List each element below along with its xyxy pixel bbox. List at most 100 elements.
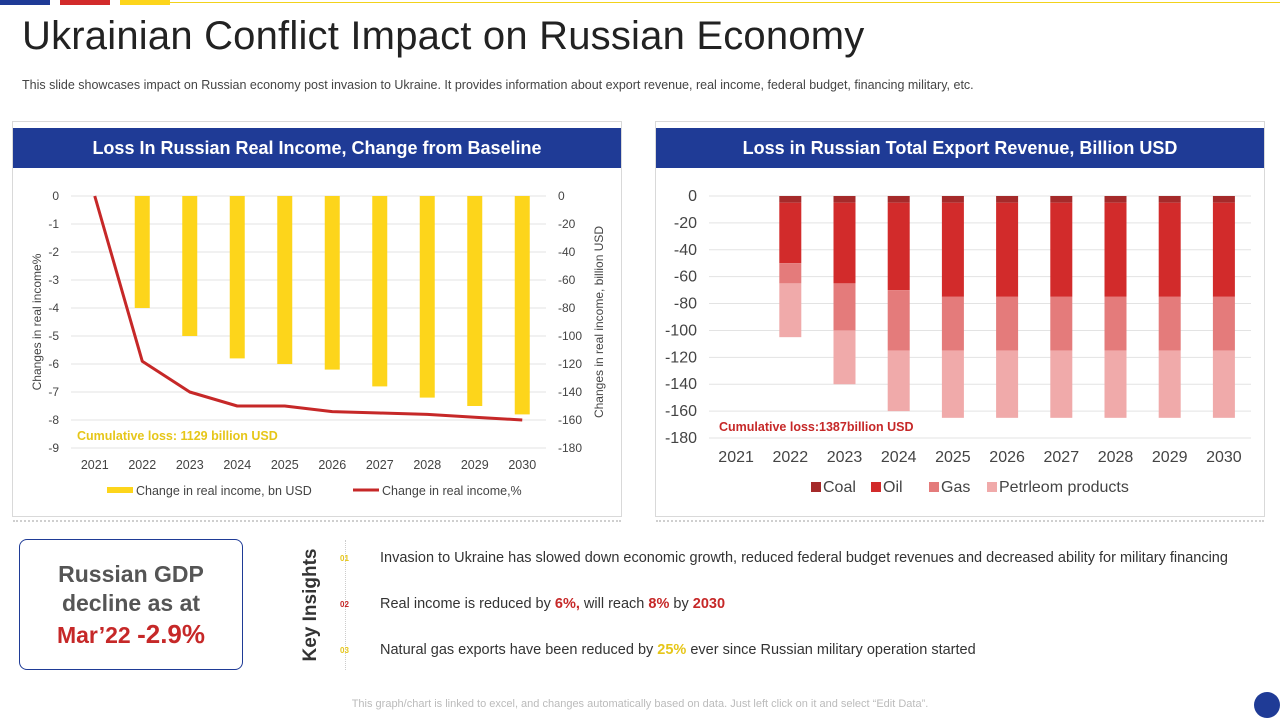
legend-label: Petrleom products [999, 479, 1129, 496]
export-revenue-chart: 0 -20 -40 -60 -80 -100 -120 -140 -160 -180 2021 202… [665, 188, 1251, 496]
bar [514, 196, 530, 415]
insight-text-part: will reach [579, 596, 649, 612]
panel-divider [656, 518, 1264, 522]
accent-yellow [120, 0, 170, 5]
legend-swatch [811, 482, 821, 492]
insight-text-part: by [669, 596, 693, 612]
bar-segment [941, 296, 964, 351]
bar-segment [996, 296, 1019, 351]
gdp-line2: decline as at [61, 590, 201, 616]
insight-highlight: 6%, [554, 596, 580, 612]
bar-segment [833, 330, 856, 385]
bar-segment [1158, 196, 1181, 203]
real-income-chart-panel[interactable]: Loss In Russian Real Income, Change from… [12, 121, 622, 522]
y-tick-label: -160 [665, 403, 697, 420]
bar-segment [1158, 296, 1181, 351]
y-right-tick-label: -80 [558, 301, 576, 315]
corner-circle [1254, 692, 1280, 718]
key-insights-text: Key Insights [300, 548, 321, 662]
export-revenue-chart-panel[interactable]: Loss in Russian Total Export Revenue, Bi… [655, 121, 1265, 522]
y-tick-label: -60 [674, 269, 697, 286]
gdp-decline-box: Russian GDP decline as at Mar’22 -2.9% [19, 539, 243, 670]
x-tick-label: 2027 [1044, 449, 1080, 466]
x-tick-label: 2023 [176, 458, 204, 472]
y-tick-label: -140 [665, 376, 697, 393]
legend-label: Oil [883, 479, 903, 496]
x-tick-label: 2029 [1152, 449, 1188, 466]
bar [419, 196, 435, 398]
insight-number: 02 [340, 600, 349, 609]
bar-segment [996, 202, 1019, 297]
bar-segment [1104, 350, 1127, 418]
y-right-tick-label: -60 [558, 273, 576, 287]
bar-segment [1212, 350, 1235, 418]
y-tick-label: -120 [665, 349, 697, 366]
y-tick-label: -5 [48, 329, 59, 343]
bar-segment [887, 290, 910, 351]
export-revenue-chart-title: Loss in Russian Total Export Revenue, Bi… [656, 128, 1264, 168]
insight-highlight: 2030 [692, 596, 726, 612]
x-tick-label: 2021 [81, 458, 109, 472]
bar-segment [833, 283, 856, 331]
insight-text: Invasion to Ukraine has slowed down econ… [380, 550, 1228, 566]
y-tick-label: -9 [48, 441, 59, 455]
x-tick-label: 2028 [1098, 449, 1134, 466]
bar-segment [779, 263, 802, 284]
y-right-tick-label: -140 [558, 385, 582, 399]
y-tick-label: -40 [674, 242, 697, 259]
insight-text-part: ever since Russian military operation st… [686, 642, 976, 658]
bar-segment [887, 350, 910, 412]
series-line [93, 195, 523, 422]
bar-segment [1212, 296, 1235, 351]
real-income-chart: 0 -1 -2 -3 -4 -5 -6 -7 -8 -9 0 -20 -40 -60 -80 -100 -120… [30, 189, 606, 498]
y-right-tick-label: 0 [558, 189, 565, 203]
bar [277, 196, 293, 364]
y-tick-label: -3 [48, 273, 59, 287]
bar-segment [1158, 202, 1181, 297]
y-tick-label: -2 [48, 245, 59, 259]
bar [182, 196, 198, 336]
bar-segment [833, 202, 856, 284]
insight-number: 01 [340, 554, 349, 563]
bar [467, 196, 483, 406]
y-tick-label: -4 [48, 301, 59, 315]
x-tick-label: 2025 [271, 458, 299, 472]
top-accent-bar [0, 0, 1280, 6]
gdp-value: -2.9% [137, 619, 206, 649]
bar-segment [833, 196, 856, 203]
real-income-chart-title: Loss In Russian Real Income, Change from… [13, 128, 621, 168]
bar-segment [1212, 196, 1235, 203]
x-tick-label: 2029 [461, 458, 489, 472]
bar-segment [1050, 196, 1073, 203]
bar [134, 196, 150, 308]
gdp-line1: Russian GDP [58, 561, 204, 587]
x-tick-label: 2026 [318, 458, 346, 472]
y-tick-label: -180 [665, 430, 697, 447]
x-tick-label: 2030 [508, 458, 536, 472]
insight-highlight: 8% [648, 596, 670, 612]
x-tick-label: 2026 [989, 449, 1025, 466]
bar-segment [1050, 202, 1073, 297]
y-right-tick-label: -180 [558, 441, 582, 455]
bar-segment [887, 196, 910, 203]
y-tick-label: 0 [688, 188, 697, 205]
key-insights-label: Key Insights [297, 548, 325, 662]
x-tick-label: 2027 [366, 458, 394, 472]
y-right-tick-label: -160 [558, 413, 582, 427]
bar-segment [1104, 202, 1127, 297]
bar-segment [779, 283, 802, 338]
y-tick-label: -8 [48, 413, 59, 427]
gdp-date: Mar’22 [56, 622, 131, 648]
bar-segment [1104, 196, 1127, 203]
page-subtitle: This slide showcases impact on Russian e… [22, 78, 974, 92]
gdp-value-line: Mar’22 -2.9% [20, 618, 242, 651]
bar-segment [779, 196, 802, 203]
y-tick-label: -20 [674, 215, 697, 232]
accent-red [60, 0, 110, 5]
bar [324, 196, 340, 370]
bar-segment [1158, 350, 1181, 418]
legend-swatch [987, 482, 997, 492]
x-tick-label: 2024 [223, 458, 251, 472]
y-right-tick-label: -20 [558, 217, 576, 231]
bar-segment [1050, 296, 1073, 351]
